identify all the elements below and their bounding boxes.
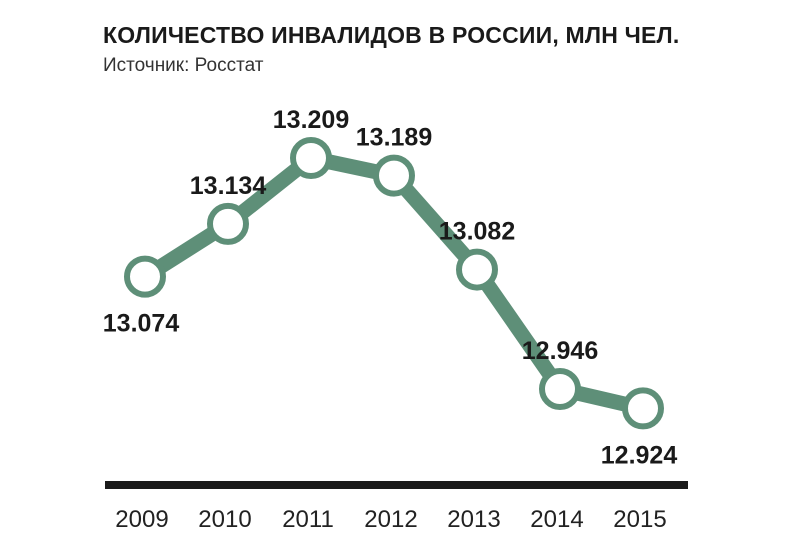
chart-source: Источник: Росстат [103,55,264,76]
x-tick-label: 2010 [198,506,251,533]
data-label: 13.189 [356,124,432,152]
chart-header: КОЛИЧЕСТВО ИНВАЛИДОВ В РОССИИ, МЛН ЧЕЛ. … [103,22,680,77]
data-point [207,202,249,245]
data-point [124,255,166,298]
data-label: 13.082 [439,218,515,246]
data-point-layer [124,137,664,430]
x-tick-layer: 2009 2010 2011 2012 2013 2014 2015 [115,506,666,533]
data-label: 13.134 [190,172,267,200]
x-tick-label: 2012 [364,506,417,533]
data-label: 12.924 [601,441,678,469]
x-tick-label: 2014 [530,506,583,533]
data-point [622,387,664,430]
data-point [373,154,415,197]
x-tick-label: 2009 [115,506,168,533]
chart-title: КОЛИЧЕСТВО ИНВАЛИДОВ В РОССИИ, МЛН ЧЕЛ. [103,22,680,48]
data-point [539,368,581,411]
data-label: 12.946 [522,337,598,365]
data-label: 13.074 [103,310,180,338]
x-tick-label: 2015 [613,506,666,533]
data-point [290,137,332,180]
data-point [456,248,498,291]
data-label: 13.209 [273,106,349,134]
x-tick-label: 2011 [282,506,334,533]
x-tick-label: 2013 [447,506,500,533]
